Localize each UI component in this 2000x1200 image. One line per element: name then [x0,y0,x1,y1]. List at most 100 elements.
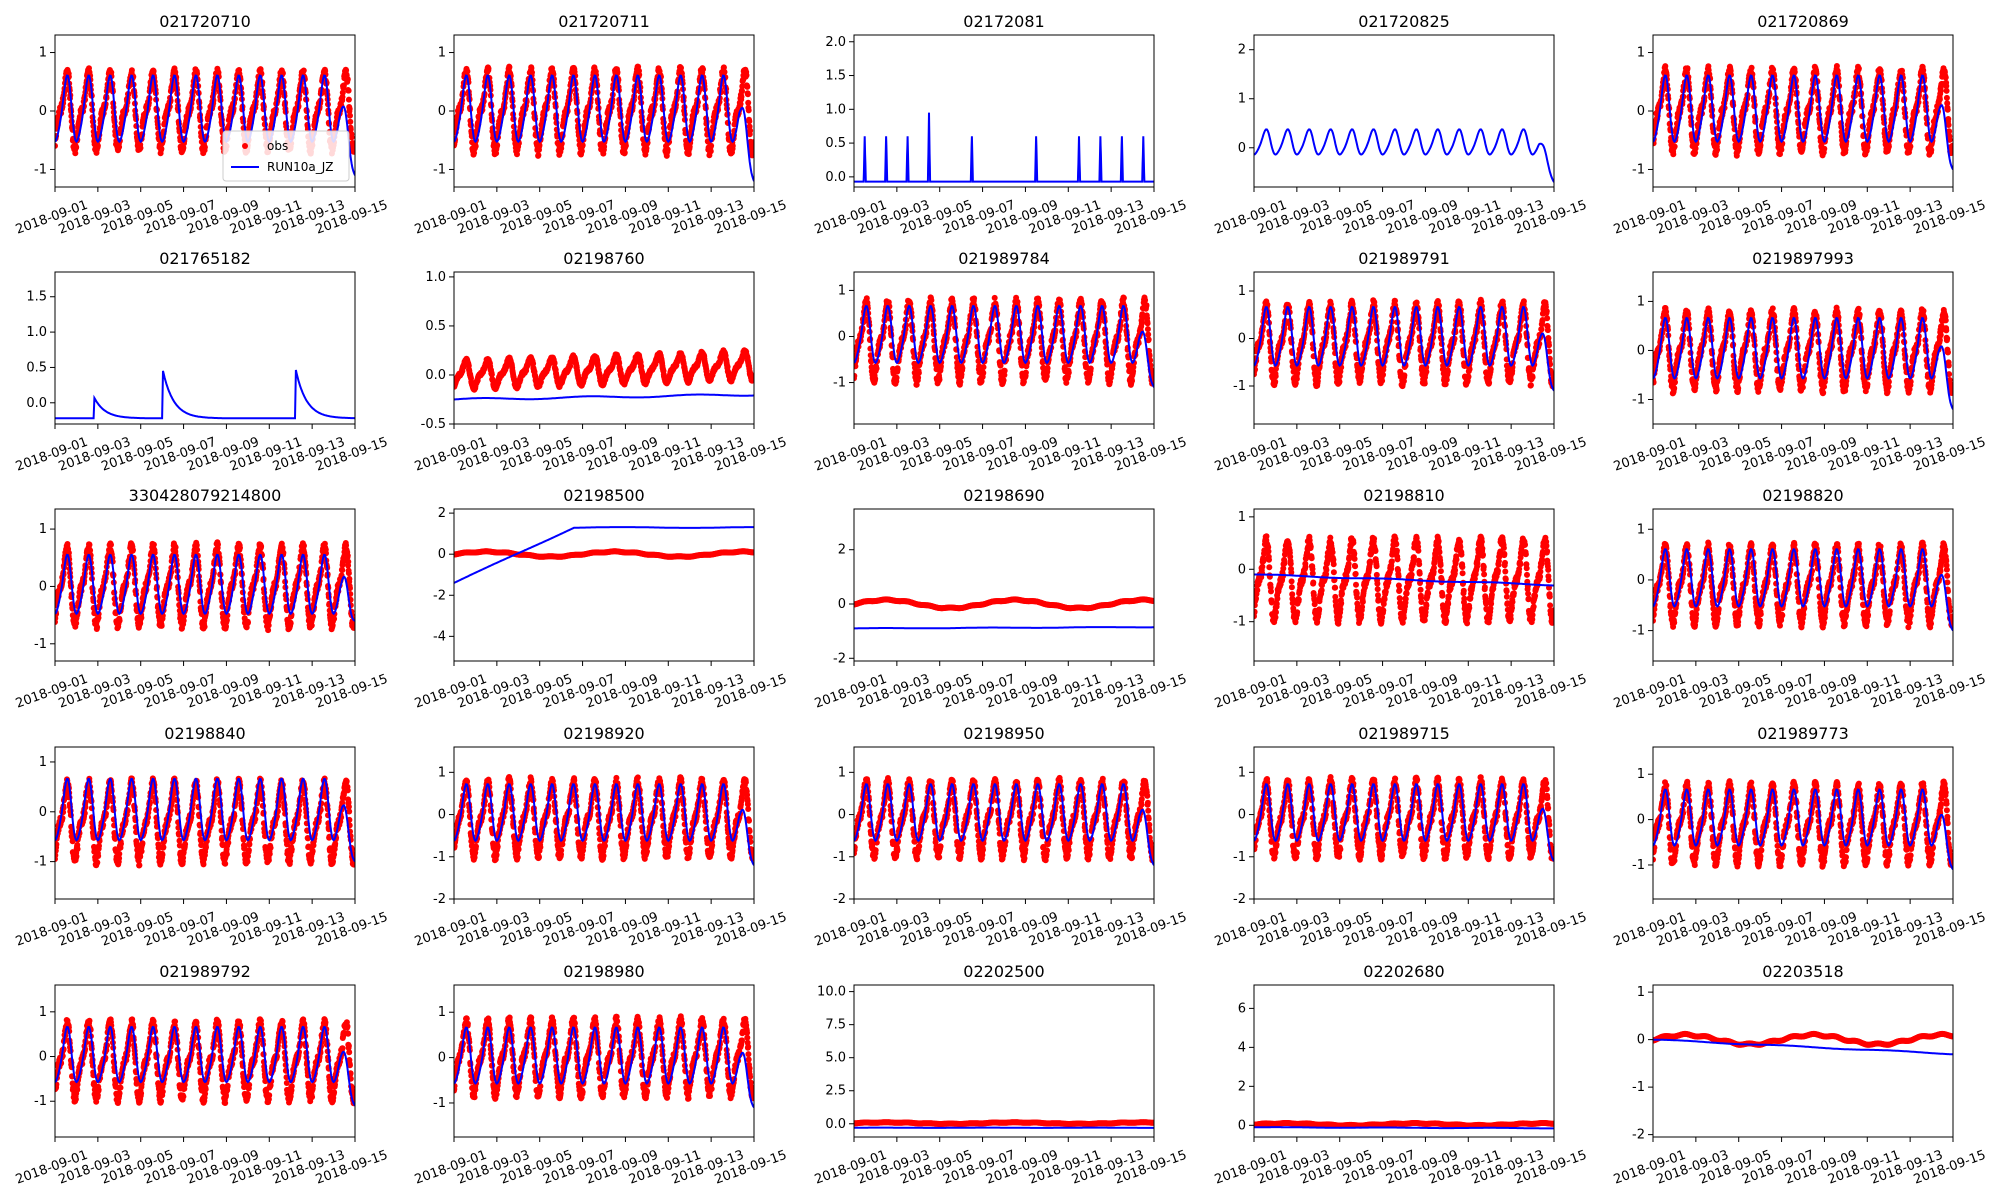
obs-point [485,65,492,72]
obs-point [345,96,352,103]
plot-area [454,63,754,182]
obs-point [578,148,585,154]
obs-point [1944,100,1951,107]
y-tick-label: 1 [438,46,446,61]
obs-point [745,99,752,106]
obs-point [1943,94,1950,101]
obs-point [471,150,478,156]
obs-point [506,64,513,71]
obs-point [158,145,165,152]
obs-point [116,144,123,150]
y-tick-label: 0.5 [26,360,47,375]
subplot-title: 021720710 [159,12,251,31]
obs-point [1692,145,1699,152]
y-tick-label: -0.5 [421,417,446,432]
obs-point [739,83,746,90]
obs-point [1942,74,1949,81]
obs-point [614,69,621,76]
obs-point [73,144,80,151]
subplot: 021720711-1012018-09-012018-09-032018-09… [413,12,789,238]
obs-point [928,297,935,304]
axes-frame [1253,34,1555,188]
obs-point [872,375,879,382]
obs-point [346,105,353,112]
axes-frame [54,271,356,425]
obs-point [579,142,586,149]
obs-point [1693,140,1700,147]
obs-point [873,365,880,372]
obs-point [739,88,745,95]
obs-point [72,150,79,157]
obs-point [1821,145,1828,152]
obs-point [351,140,355,147]
obs-point [622,142,629,149]
model-line [454,393,754,401]
plot-area [454,347,754,401]
obs-point [720,64,727,71]
obs-point [664,146,671,153]
obs-point [339,89,346,96]
obs-point [738,93,745,100]
axes-frame [453,271,755,425]
y-tick-label: -1 [433,162,446,177]
y-tick-label: 0 [39,104,47,119]
obs-point [1671,143,1678,150]
model-line [454,74,754,182]
y-tick-label: 2.0 [825,35,846,50]
obs-point [894,366,901,373]
subplot: 0217651820.00.51.01.52018-09-012018-09-0… [14,249,390,475]
obs-point [55,142,58,149]
obs-point [854,363,859,370]
y-tick-label: 0.5 [825,136,846,151]
obs-point [300,67,307,74]
obs-point [529,69,535,76]
obs-point [721,69,728,75]
obs-point [347,112,353,119]
obs-point [1864,144,1871,151]
subplot-title: 021989784 [958,249,1050,268]
obs-point [1937,87,1944,94]
obs-point [893,374,900,381]
plot-area [55,65,355,176]
obs-point [747,127,754,134]
obs-point [1945,116,1952,122]
legend-box [222,130,350,182]
y-tick-label: 1.5 [26,290,47,305]
plot-area [854,294,1154,388]
obs-point [1757,142,1764,149]
y-tick-label: 0.0 [425,368,446,383]
plot-area [1653,63,1953,170]
obs-point [729,142,736,149]
plot-area [1254,128,1554,183]
obs-point [1670,151,1677,158]
y-tick-label: 2 [1238,43,1246,58]
obs-point [744,83,751,90]
obs-point [1684,65,1691,72]
obs-point [957,378,964,385]
obs-point [1855,65,1862,72]
obs-point [621,149,628,156]
y-tick-label: 1.0 [26,325,47,340]
obs-point [1885,143,1892,150]
plot-area [55,369,355,420]
obs-point [601,143,608,150]
obs-point [344,76,351,83]
obs-point [1936,96,1943,103]
obs-point [915,369,922,376]
obs-point [1735,144,1742,151]
y-tick-label: -1 [1632,162,1645,177]
subplot: 021720710-1012018-09-012018-09-032018-09… [14,12,390,238]
model-line [55,74,355,176]
obs-point [348,134,355,141]
y-tick-label: 0 [438,104,446,119]
obs-point [700,66,706,73]
subplot-title: 021720825 [1358,12,1450,31]
obs-point [1778,146,1785,153]
obs-point [172,69,179,76]
subplot: 021720869-1012018-09-012018-09-032018-09… [1612,12,1988,238]
y-tick-label: 1.0 [825,102,846,117]
obs-point [1928,147,1935,153]
obs-point [707,148,714,155]
obs-point [347,118,354,125]
